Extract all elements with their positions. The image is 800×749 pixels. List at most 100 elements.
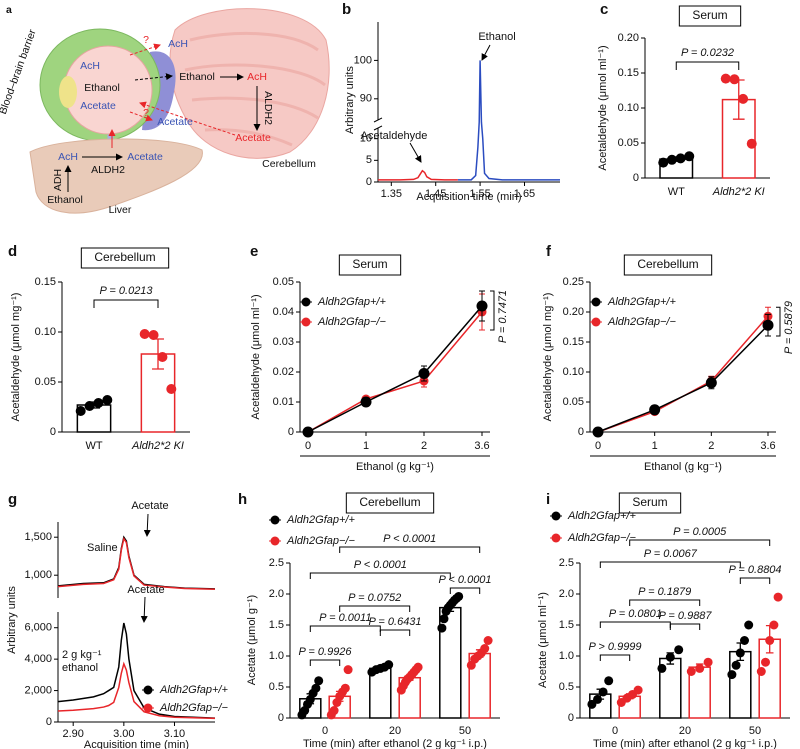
header: Serum bbox=[352, 257, 387, 271]
label: Cerebellum bbox=[262, 158, 316, 170]
line bbox=[57, 661, 216, 720]
axis-break bbox=[373, 125, 383, 131]
data-point bbox=[720, 73, 731, 84]
annotation: P = 0.6431 bbox=[368, 616, 421, 628]
data-point bbox=[727, 670, 737, 680]
annotation: P = 0.5879 bbox=[783, 301, 795, 354]
data-point bbox=[476, 300, 488, 312]
annotation: P = 0.0213 bbox=[99, 285, 153, 297]
annotation-arrow bbox=[140, 596, 148, 623]
legend-label: Aldh2Gfap+/+ bbox=[607, 296, 676, 308]
header: Serum bbox=[692, 8, 727, 22]
label: AcH bbox=[58, 151, 78, 163]
y-tick-label: 0.02 bbox=[273, 366, 294, 378]
line bbox=[597, 315, 769, 433]
legend-marker bbox=[143, 685, 153, 695]
data-point bbox=[418, 368, 430, 379]
y-axis-label: Acetaldehyde (μmol mg⁻¹) bbox=[10, 293, 22, 422]
x-tick-label: 2 bbox=[708, 440, 714, 452]
x-tick-label: 3.6 bbox=[760, 440, 775, 452]
data-point bbox=[439, 614, 449, 624]
y-tick-label: 10 bbox=[360, 133, 372, 145]
data-point bbox=[705, 377, 717, 389]
legend-label: Aldh2Gfap+/+ bbox=[286, 514, 355, 526]
header-box bbox=[345, 492, 435, 514]
annotation-arrow bbox=[409, 142, 422, 163]
data-point bbox=[746, 138, 757, 149]
data-point bbox=[384, 660, 394, 670]
annotation: P > 0.9999 bbox=[588, 641, 641, 653]
y-axis-label: Acetate (μmol g⁻¹) bbox=[246, 595, 258, 685]
x-tick-label: 0 bbox=[595, 440, 601, 452]
y-tick-label: 0.05 bbox=[273, 276, 294, 288]
data-point bbox=[744, 620, 754, 630]
legend-label: Aldh2Gfap−/− bbox=[159, 702, 228, 714]
annotation: P = 0.0005 bbox=[673, 526, 727, 538]
label: ALDH2 bbox=[262, 91, 274, 125]
data-point bbox=[731, 660, 741, 670]
x-tick-label: 0 bbox=[612, 725, 618, 737]
x-tick-label: Aldh2*2 KI bbox=[131, 440, 184, 452]
y-tick-label: 0.15 bbox=[618, 67, 639, 79]
panel-label: c bbox=[600, 1, 608, 18]
bracket bbox=[675, 61, 740, 70]
bracket bbox=[339, 605, 411, 612]
bracket bbox=[449, 587, 481, 594]
y-axis-label: Acetaldehyde (μmol ml⁻¹) bbox=[250, 294, 262, 419]
annotation: P < 0.0001 bbox=[438, 574, 491, 586]
x-tick-label: 1.65 bbox=[514, 188, 535, 200]
bracket bbox=[599, 621, 671, 628]
x-tick-label: 50 bbox=[749, 725, 761, 737]
panel-label: h bbox=[238, 491, 247, 508]
arrow bbox=[129, 111, 153, 122]
x-axis-label: Acquisition time (min) bbox=[84, 739, 189, 749]
panel-label: d bbox=[8, 243, 17, 260]
y-tick-label: 0 bbox=[288, 426, 294, 438]
panel-label: a bbox=[6, 4, 12, 16]
label: Acetate bbox=[235, 132, 271, 144]
cerebellum-folds bbox=[184, 31, 326, 147]
header: Cerebellum bbox=[637, 257, 698, 271]
annotation: P = 0.1879 bbox=[638, 586, 691, 598]
liver-shape bbox=[29, 138, 203, 214]
y-tick-label: 1.0 bbox=[559, 650, 574, 662]
bbb-label: Blood–brain barrier bbox=[0, 27, 39, 115]
data-point bbox=[703, 657, 713, 667]
x-axis-label: Time (min) after ethanol (2 g kg⁻¹ i.p.) bbox=[593, 738, 777, 749]
header-box bbox=[623, 254, 713, 276]
data-point bbox=[740, 636, 749, 645]
annotation: Acetate bbox=[131, 500, 168, 512]
y-tick-label: 0 bbox=[568, 712, 574, 724]
x-tick-label: 0 bbox=[305, 440, 311, 452]
arrow bbox=[139, 101, 236, 136]
y-tick-label: 0.15 bbox=[563, 336, 584, 348]
annotation: P = 0.0011 bbox=[319, 612, 371, 624]
y-tick-label: 0.01 bbox=[273, 396, 294, 408]
data-point bbox=[302, 426, 314, 438]
label: ADH bbox=[52, 169, 64, 191]
y-tick-label: 0.10 bbox=[35, 326, 56, 338]
x-tick-label: WT bbox=[668, 186, 685, 198]
x-axis-label: Ethanol (g kg⁻¹) bbox=[644, 461, 722, 473]
astrocyte bbox=[59, 76, 77, 108]
header-box bbox=[338, 254, 402, 276]
data-point bbox=[102, 395, 113, 405]
annotation: Saline bbox=[87, 542, 118, 554]
label: AcH bbox=[168, 38, 188, 50]
x-tick-label: 1.55 bbox=[469, 188, 490, 200]
legend-label: Aldh2Gfap−/− bbox=[567, 532, 636, 544]
label: Acetate bbox=[157, 116, 193, 128]
header: Serum bbox=[632, 495, 667, 509]
data-point bbox=[75, 406, 86, 416]
x-tick-label: WT bbox=[85, 440, 102, 452]
label: ? bbox=[143, 34, 149, 46]
legend-marker bbox=[270, 536, 280, 546]
annotation: P = 0.0067 bbox=[644, 548, 698, 560]
data-point bbox=[729, 74, 740, 85]
data-point bbox=[84, 401, 95, 411]
x-tick-label: 1 bbox=[652, 440, 658, 452]
bracket bbox=[599, 561, 741, 568]
data-point bbox=[684, 151, 695, 162]
y-tick-label: 0 bbox=[633, 172, 639, 184]
y-tick-label: 0.5 bbox=[559, 681, 574, 693]
